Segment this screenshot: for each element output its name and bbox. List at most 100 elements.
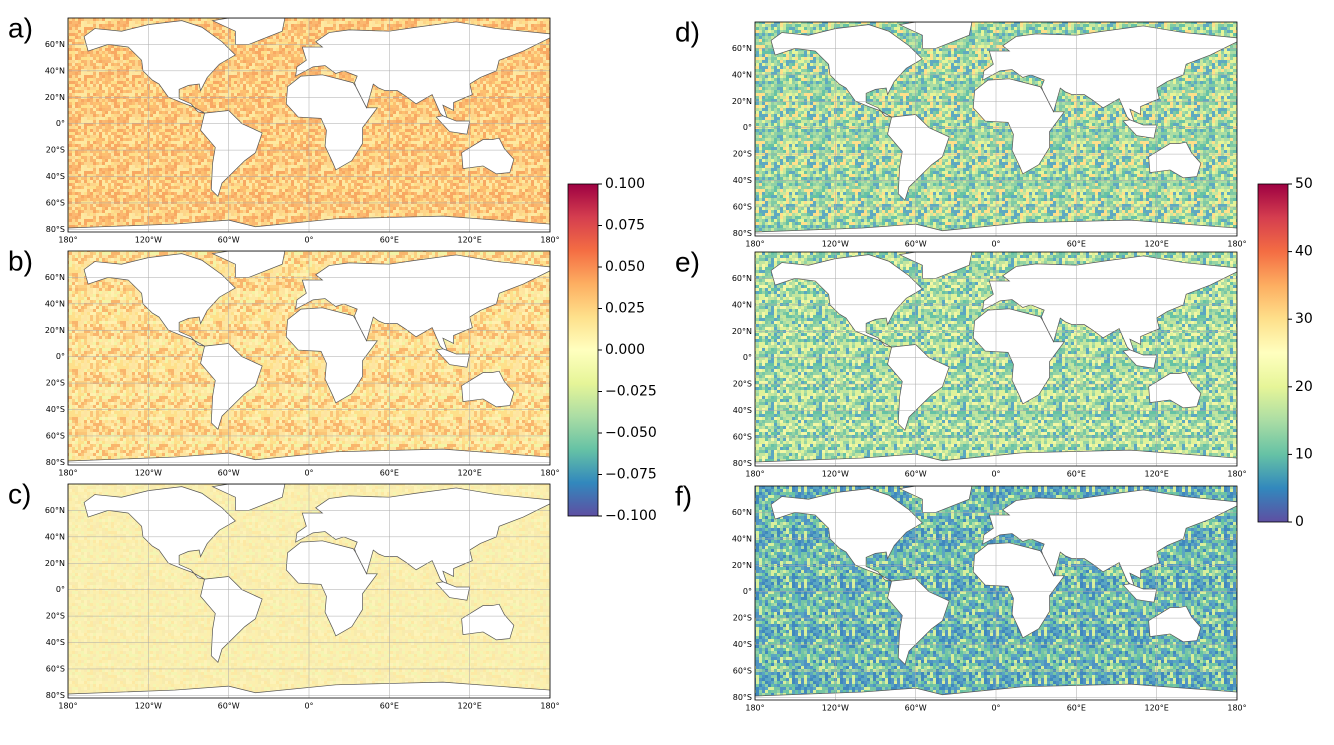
landmass — [898, 22, 973, 49]
y-tick-label: 0° — [743, 123, 752, 132]
y-tick-label: 60°N — [45, 506, 65, 515]
colorbar-tick-label: 0 — [1295, 514, 1304, 530]
y-tick-label: 20°N — [732, 97, 752, 106]
landmass — [461, 137, 515, 175]
x-tick-label: 60°W — [218, 236, 240, 245]
x-tick-label: 180° — [540, 236, 559, 245]
landmass — [1148, 605, 1202, 643]
x-tick-label: 120°W — [822, 470, 849, 479]
y-tick-label: 80°S — [733, 459, 752, 468]
x-tick-label: 180° — [1227, 240, 1246, 249]
colorbar-ramp — [1257, 183, 1289, 523]
colorbar-tick-label: 0.100 — [605, 176, 645, 192]
map-frame — [67, 483, 551, 699]
y-tick-label: 20°N — [732, 561, 752, 570]
x-tick-label: 120°W — [135, 236, 162, 245]
y-tick-label: 20°S — [733, 150, 752, 159]
map-panel: 180° 120°W 60°W 0° 60°E 120°E 180° 60°N 40°N 20°N… — [8, 245, 560, 477]
landmass — [770, 254, 923, 348]
x-tick-label: 120°E — [458, 702, 482, 711]
landmass — [1148, 141, 1202, 179]
x-tick-label: 0° — [991, 240, 1000, 249]
colorbar-tick-label: −0.075 — [605, 467, 657, 483]
y-tick-label: 60°S — [733, 202, 752, 211]
x-tick-label: 120°E — [458, 469, 482, 478]
map-frame — [754, 485, 1238, 701]
x-tick-label: 60°W — [218, 702, 240, 711]
map-frame — [754, 251, 1238, 467]
x-tick-label: 120°E — [1145, 470, 1169, 479]
y-tick-label: 20°N — [732, 327, 752, 336]
x-tick-label: 180° — [1227, 704, 1246, 713]
x-tick-label: 180° — [745, 470, 764, 479]
colorbar-tick-label: 0.050 — [605, 259, 645, 275]
landmass — [295, 254, 550, 355]
colorbar-tick-label: −0.025 — [605, 384, 657, 400]
x-tick-label: 60°E — [1067, 470, 1086, 479]
landmass — [461, 603, 515, 641]
panel-label: f) — [675, 480, 692, 511]
landmass — [211, 484, 286, 511]
y-tick-label: 40°S — [46, 172, 65, 181]
x-tick-label: 0° — [991, 704, 1000, 713]
y-tick-label: 60°N — [45, 40, 65, 49]
y-tick-label: 40°S — [46, 638, 65, 647]
y-tick-label: 0° — [743, 587, 752, 596]
colorbar-tick-label: −0.100 — [605, 508, 657, 524]
x-tick-label: 60°E — [380, 702, 399, 711]
y-tick-label: 40°N — [732, 70, 752, 79]
x-tick-label: 60°E — [1067, 240, 1086, 249]
landmass — [982, 255, 1237, 356]
landmass — [211, 251, 286, 278]
x-tick-label: 180° — [745, 704, 764, 713]
x-tick-label: 60°E — [380, 469, 399, 478]
x-tick-label: 180° — [745, 240, 764, 249]
x-tick-label: 0° — [304, 702, 313, 711]
y-tick-label: 0° — [56, 585, 65, 594]
x-tick-label: 120°W — [135, 469, 162, 478]
x-tick-label: 180° — [58, 702, 77, 711]
landmass — [982, 489, 1237, 590]
y-tick-label: 80°S — [46, 691, 65, 700]
y-tick-label: 40°N — [45, 66, 65, 75]
y-tick-label: 80°S — [733, 229, 752, 238]
x-tick-label: 180° — [1227, 470, 1246, 479]
y-tick-label: 0° — [743, 353, 752, 362]
y-tick-label: 40°S — [733, 406, 752, 415]
landmass — [770, 488, 923, 582]
panel-label: e) — [675, 246, 700, 277]
y-tick-label: 40°N — [732, 534, 752, 543]
x-tick-label: 60°W — [218, 469, 240, 478]
x-tick-label: 60°E — [1067, 704, 1086, 713]
y-tick-label: 40°N — [45, 299, 65, 308]
x-tick-label: 180° — [58, 236, 77, 245]
x-tick-label: 120°E — [1145, 704, 1169, 713]
x-tick-label: 60°E — [380, 236, 399, 245]
x-tick-label: 0° — [304, 236, 313, 245]
colorbar-tick-label: −0.050 — [605, 425, 657, 441]
y-tick-label: 0° — [56, 119, 65, 128]
landmass — [295, 487, 550, 588]
y-tick-label: 40°S — [733, 176, 752, 185]
x-tick-label: 180° — [540, 469, 559, 478]
y-tick-label: 60°N — [45, 273, 65, 282]
landmass — [898, 252, 973, 279]
x-tick-label: 180° — [58, 469, 77, 478]
panel-label: c) — [8, 478, 31, 509]
landmass — [211, 18, 286, 45]
map-panel: 180° 120°W 60°W 0° 60°E 120°E 180° 60°N 40°N 20°N… — [8, 478, 560, 710]
landmass — [83, 253, 236, 347]
y-tick-label: 20°S — [46, 379, 65, 388]
x-tick-label: 120°E — [458, 236, 482, 245]
map-panel: 180° 120°W 60°W 0° 60°E 120°E 180° 60°N 40°N 20°N… — [675, 16, 1247, 248]
landmass — [461, 370, 515, 408]
y-tick-label: 40°S — [733, 640, 752, 649]
y-tick-label: 80°S — [46, 225, 65, 234]
y-tick-label: 0° — [56, 352, 65, 361]
map-panel: 180° 120°W 60°W 0° 60°E 120°E 180° 60°N 40°N 20°N… — [8, 12, 560, 244]
y-tick-label: 60°S — [46, 431, 65, 440]
y-tick-label: 60°N — [732, 274, 752, 283]
x-tick-label: 0° — [304, 469, 313, 478]
y-tick-label: 20°S — [46, 612, 65, 621]
